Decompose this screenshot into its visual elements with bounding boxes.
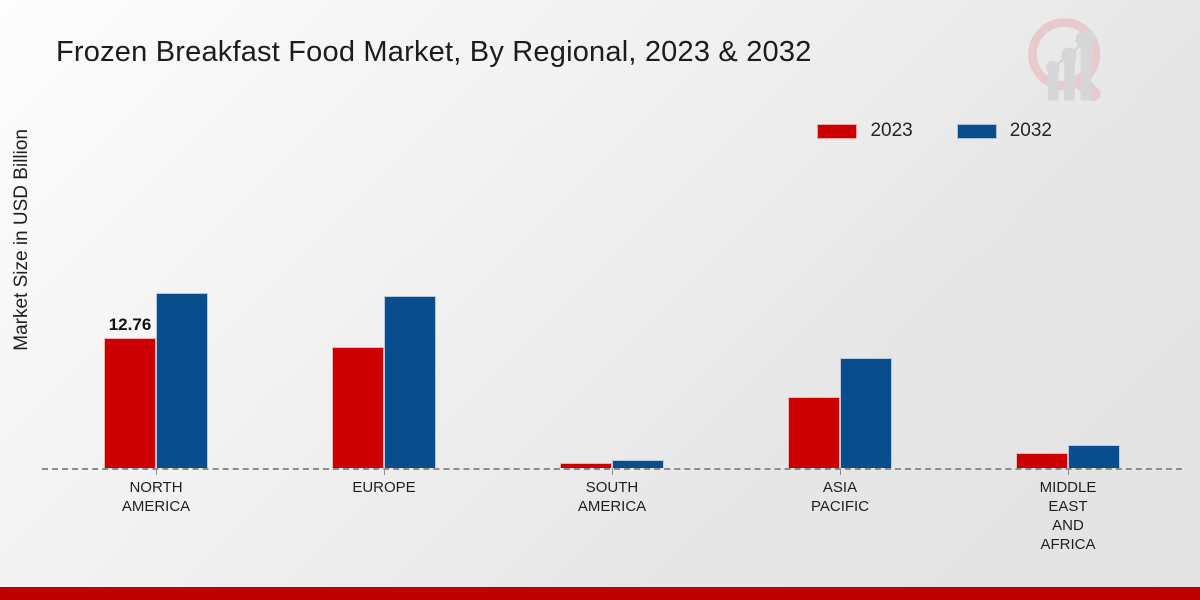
- plot-area: 12.76: [42, 170, 1182, 475]
- x-axis-tick-middle-east-and-africa: [1068, 468, 1069, 475]
- x-axis-tick-north-america: [156, 468, 157, 475]
- x-axis-tick-south-america: [612, 468, 613, 475]
- x-axis-tick-europe: [384, 468, 385, 475]
- x-axis-label-north-america: NORTH AMERICA: [121, 479, 191, 515]
- bar-2023-asia-pacific[interactable]: [788, 397, 840, 468]
- x-axis-label-south-america: SOUTH AMERICA: [577, 479, 647, 515]
- bar-group-north-america: 12.76: [42, 170, 270, 475]
- bar-2032-south-america[interactable]: [612, 460, 664, 468]
- chart-title: Frozen Breakfast Food Market, By Regiona…: [56, 36, 812, 68]
- x-axis-labels: NORTH AMERICA EUROPE SOUTH AMERICA ASIA …: [42, 478, 1182, 554]
- bar-group-south-america: [498, 170, 726, 475]
- bar-group-asia-pacific: [726, 170, 954, 475]
- bar-group-middle-east-and-africa: [954, 170, 1182, 475]
- x-axis-label-asia-pacific: ASIA PACIFIC: [810, 479, 870, 515]
- bar-2032-europe[interactable]: [384, 296, 436, 468]
- x-axis-tick-asia-pacific: [840, 468, 841, 475]
- bar-value-label-2023-north-america: 12.76: [108, 315, 152, 334]
- x-axis-label-europe: EUROPE: [352, 479, 416, 496]
- watermark-logo: [1022, 12, 1118, 108]
- bar-2023-europe[interactable]: [332, 347, 384, 468]
- legend-label-2023: 2023: [870, 120, 913, 141]
- legend-item-2032[interactable]: 2032: [956, 120, 1052, 142]
- legend-label-2032: 2032: [1009, 120, 1052, 141]
- bar-2023-north-america[interactable]: 12.76: [104, 315, 156, 468]
- bar-2032-middle-east-and-africa[interactable]: [1068, 445, 1120, 468]
- bar-2023-south-america[interactable]: [560, 463, 612, 468]
- bar-groups: 12.76: [42, 170, 1182, 475]
- y-axis-title-text: Market Size in USD Billion: [11, 129, 32, 351]
- bar-2032-north-america[interactable]: [156, 293, 208, 468]
- x-axis-label-middle-east-and-africa: MIDDLE EAST AND AFRICA: [1039, 479, 1097, 553]
- footer-accent-bar: [0, 587, 1200, 600]
- y-axis-title: Market Size in USD Billion: [2, 0, 42, 600]
- x-axis-baseline: [42, 468, 1182, 470]
- legend-swatch-2032: [956, 123, 997, 139]
- bar-group-europe: [270, 170, 498, 475]
- legend-swatch-2023: [817, 123, 858, 139]
- legend-item-2023[interactable]: 2023: [817, 120, 913, 142]
- bar-2032-asia-pacific[interactable]: [840, 358, 892, 468]
- chart-legend: 2023 2032: [817, 120, 1052, 142]
- bar-2023-middle-east-and-africa[interactable]: [1016, 453, 1068, 468]
